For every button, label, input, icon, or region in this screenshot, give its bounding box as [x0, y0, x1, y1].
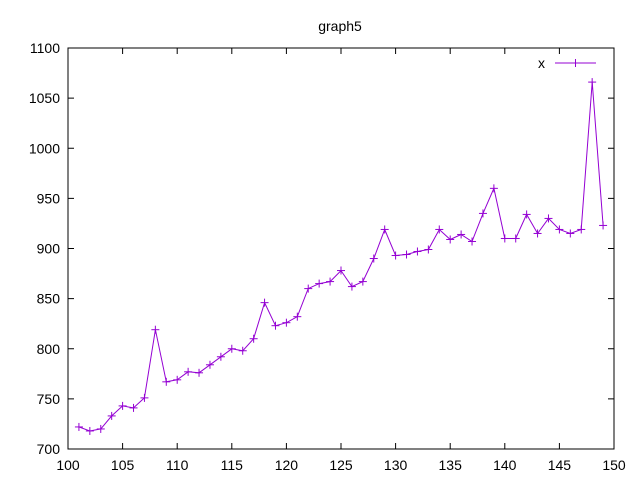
data-point	[577, 225, 586, 234]
data-point	[489, 184, 498, 193]
data-point	[522, 210, 531, 219]
data-point	[238, 346, 247, 355]
x-tick-label: 125	[329, 457, 353, 473]
data-point	[118, 401, 127, 410]
data-point	[205, 360, 214, 369]
x-tick-label: 130	[384, 457, 408, 473]
data-point	[129, 403, 138, 412]
data-point	[271, 321, 280, 330]
x-tick-label: 115	[221, 457, 244, 473]
legend: x	[538, 55, 596, 71]
data-point	[544, 214, 553, 223]
x-tick-label: 100	[56, 457, 80, 473]
data-point	[304, 284, 313, 293]
data-point	[293, 312, 302, 321]
data-point	[380, 225, 389, 234]
plot-frame	[67, 47, 615, 450]
x-tick-label: 150	[602, 457, 626, 473]
data-point	[173, 375, 182, 384]
data-point	[457, 230, 466, 239]
data-point	[511, 234, 520, 243]
data-point	[337, 266, 345, 275]
data-point	[413, 247, 422, 256]
chart-title: graph5	[318, 18, 362, 34]
data-point	[162, 377, 171, 386]
y-tick-label: 1050	[29, 90, 60, 106]
y-tick-label: 950	[37, 190, 61, 206]
data-point	[260, 298, 269, 307]
data-point	[227, 344, 236, 353]
data-point	[249, 334, 258, 343]
data-point	[326, 277, 335, 286]
x-tick-label: 140	[493, 457, 517, 473]
y-tick-label: 700	[37, 441, 61, 457]
data-point	[96, 424, 105, 433]
data-point	[315, 279, 324, 288]
data-point	[402, 250, 411, 259]
data-point	[184, 367, 193, 376]
data-point	[566, 229, 575, 238]
series-layer	[74, 78, 608, 435]
data-point	[85, 426, 94, 435]
y-tick-label: 850	[37, 291, 61, 307]
data-point	[358, 277, 367, 286]
data-point	[599, 221, 608, 230]
x-tick-label: 105	[111, 457, 135, 473]
data-point	[107, 411, 116, 420]
legend-label: x	[538, 55, 545, 71]
data-point	[391, 251, 400, 260]
data-point	[74, 422, 83, 431]
data-point	[500, 234, 509, 243]
legend-marker	[571, 59, 580, 67]
y-axis: 700 750 800 850 900 950 1000 1050 1100	[29, 40, 614, 457]
data-point	[435, 225, 444, 234]
x-tick-label: 120	[275, 457, 299, 473]
series-line	[78, 82, 604, 432]
data-point	[195, 368, 204, 377]
data-point	[588, 78, 597, 87]
y-tick-label: 1100	[30, 40, 60, 56]
y-tick-label: 800	[37, 341, 61, 357]
data-point	[424, 245, 433, 254]
data-point	[140, 393, 149, 402]
x-axis: 100 105 110 115 120 125 130 135 140 145 150	[56, 48, 626, 473]
data-point	[216, 352, 225, 361]
data-point	[533, 229, 542, 238]
x-tick-label: 135	[439, 457, 463, 473]
data-point	[468, 237, 477, 246]
y-tick-label: 1000	[29, 140, 60, 156]
data-point	[347, 282, 356, 291]
x-tick-label: 145	[548, 457, 572, 473]
data-point	[282, 318, 291, 327]
data-point	[151, 325, 160, 334]
y-tick-label: 750	[37, 391, 61, 407]
x-tick-label: 110	[166, 457, 189, 473]
data-point	[555, 225, 564, 234]
data-point	[446, 235, 455, 244]
y-tick-label: 900	[37, 241, 61, 257]
data-point	[478, 209, 487, 218]
data-point	[369, 254, 378, 263]
